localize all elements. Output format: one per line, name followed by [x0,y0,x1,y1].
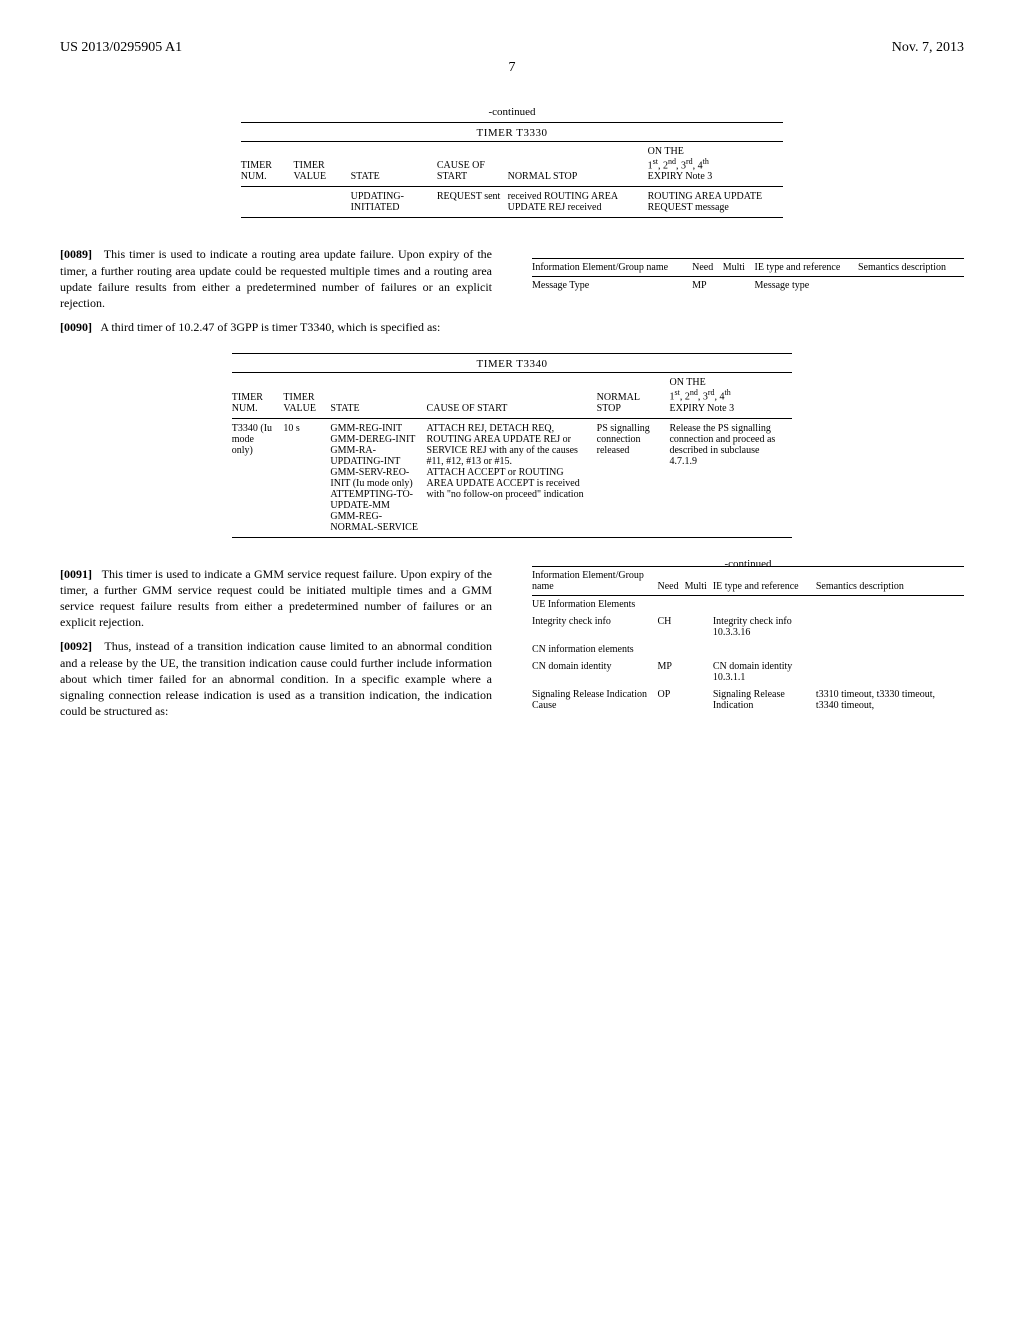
td: t3310 timeout, t3330 timeout, t3340 time… [816,686,964,714]
table-t3340-title: TIMER T3340 [232,353,792,370]
th: Semantics description [858,259,964,277]
para-0089: [0089] This timer is used to indicate a … [60,246,492,311]
para-num: [0090] [60,320,92,334]
para-num: [0091] [60,567,92,581]
td: T3340 (Iu mode only) [232,418,284,537]
th: CAUSE OF START [437,142,508,187]
td: CN information elements [532,641,658,658]
left-col: [0089] This timer is used to indicate a … [60,238,492,343]
td: MP [692,277,723,295]
td: Integrity check info [532,613,658,641]
td: MP [658,658,685,686]
table-t3330-block: -continued TIMER T3330 TIMER NUM. TIMER … [241,106,783,218]
td [241,187,294,218]
th: Information Element/Group name [532,566,658,595]
th: TIMER NUM. [232,373,284,418]
th: Information Element/Group name [532,259,692,277]
para-text: Thus, instead of a transition indication… [60,639,492,718]
th: STATE [351,142,437,187]
table-t3330: TIMER NUM. TIMER VALUE STATE CAUSE OF ST… [241,141,783,218]
th: STATE [330,373,426,418]
th: Need [692,259,723,277]
td: ROUTING AREA UPDATE REQUEST message [648,187,784,218]
td: CN domain identity 10.3.1.1 [713,658,816,686]
th: IE type and reference [755,259,858,277]
th: Multi [723,259,755,277]
left-col: [0091] This timer is used to indicate a … [60,558,492,728]
th: Multi [685,566,713,595]
td: Message Type [532,277,692,295]
td: PS signalling connection released [597,418,670,537]
bottom-row: [0091] This timer is used to indicate a … [60,558,964,728]
info-table-2: Information Element/Group name Need Mult… [532,566,964,714]
td: ATTACH REJ, DETACH REQ, ROUTING AREA UPD… [427,418,597,537]
publication-date: Nov. 7, 2013 [892,40,964,56]
td: Signaling Release Indication Cause [532,686,658,714]
para-0090: [0090] A third timer of 10.2.47 of 3GPP … [60,319,492,335]
td: Integrity check info 10.3.3.16 [713,613,816,641]
td [723,277,755,295]
page-header: US 2013/0295905 A1 Nov. 7, 2013 [60,40,964,56]
continued-label: -continued [241,106,783,118]
page-number: 7 [60,60,964,76]
td: UE Information Elements [532,595,658,613]
td: Signaling Release Indication [713,686,816,714]
th: ON THE1st, 2nd, 3rd, 4thEXPIRY Note 3 [648,142,784,187]
th: NORMAL STOP [508,142,648,187]
td: UPDATING-INITIATED [351,187,437,218]
th: Semantics description [816,566,964,595]
td: Message type [755,277,858,295]
td: received ROUTING AREA UPDATE REJ receive… [508,187,648,218]
table-t3330-title: TIMER T3330 [241,122,783,139]
th: TIMER VALUE [294,142,351,187]
para-text: This timer is used to indicate a GMM ser… [60,567,492,630]
td [858,277,964,295]
th: IE type and reference [713,566,816,595]
para-num: [0092] [60,639,92,653]
td: REQUEST sent [437,187,508,218]
td: CN domain identity [532,658,658,686]
info-table-1: Information Element/Group name Need Mult… [532,258,964,294]
td: Release the PS signalling connection and… [669,418,792,537]
th: CAUSE OF START [427,373,597,418]
right-col: Information Element/Group name Need Mult… [532,238,964,343]
para-text: A third timer of 10.2.47 of 3GPP is time… [100,320,440,334]
table-t3340-block: TIMER T3340 TIMER NUM. TIMER VALUE STATE… [232,353,792,537]
th: TIMER VALUE [283,373,330,418]
th: Need [658,566,685,595]
th: TIMER NUM. [241,142,294,187]
para-0091: [0091] This timer is used to indicate a … [60,566,492,631]
td [294,187,351,218]
td: GMM-REG-INIT GMM-DEREG-INIT GMM-RA-UPDAT… [330,418,426,537]
table-t3340: TIMER NUM. TIMER VALUE STATE CAUSE OF ST… [232,372,792,537]
para-text: This timer is used to indicate a routing… [60,247,492,310]
mid-row: [0089] This timer is used to indicate a … [60,238,964,343]
td: CH [658,613,685,641]
para-num: [0089] [60,247,92,261]
publication-number: US 2013/0295905 A1 [60,40,182,56]
right-col: -continued Information Element/Group nam… [532,558,964,728]
th: ON THE1st, 2nd, 3rd, 4thEXPIRY Note 3 [669,373,792,418]
para-0092: [0092] Thus, instead of a transition ind… [60,638,492,719]
th: NORMAL STOP [597,373,670,418]
td: OP [658,686,685,714]
td: 10 s [283,418,330,537]
